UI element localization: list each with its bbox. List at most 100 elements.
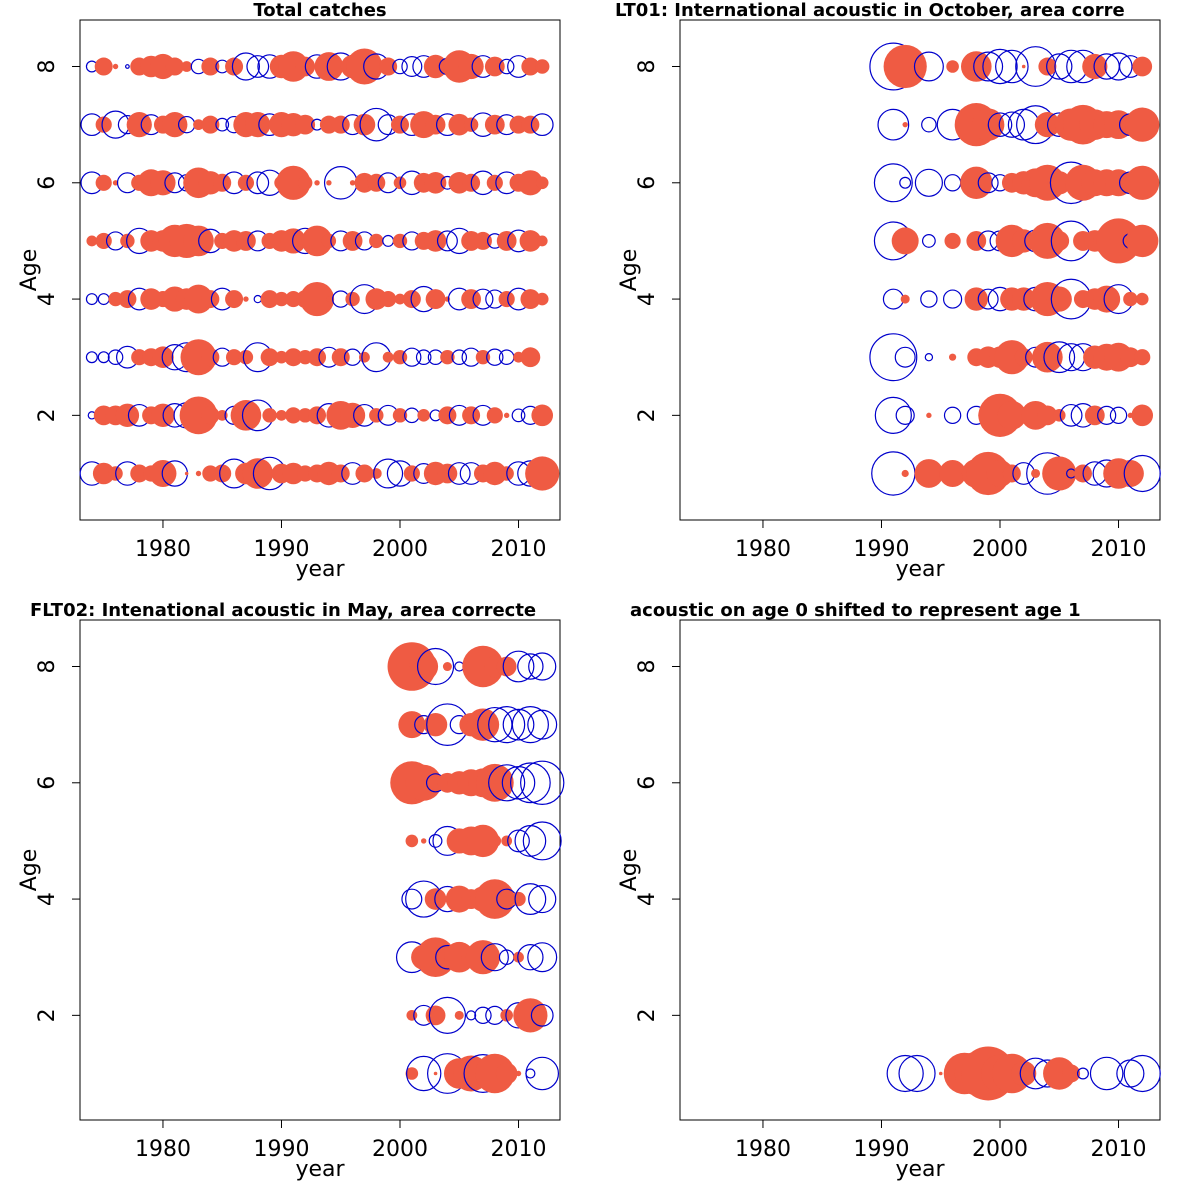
bubble-positive — [966, 231, 987, 251]
bubble-positive — [475, 350, 491, 365]
y-tick-label: 8 — [35, 660, 60, 674]
bubble-positive — [901, 469, 909, 478]
x-tick-label: 2010 — [491, 537, 547, 562]
bubble-negative — [874, 396, 912, 434]
bubble-positive — [1123, 291, 1138, 307]
bubble-positive — [236, 231, 256, 251]
bubble-positive — [243, 296, 249, 302]
bubble-negative — [502, 708, 535, 741]
y-axis-label: Age — [617, 849, 642, 892]
bubble-negative — [525, 1068, 536, 1079]
y-tick-label: 8 — [35, 60, 60, 74]
bubble-positive — [496, 656, 517, 677]
bubble-positive — [369, 408, 384, 423]
bubble-positive — [285, 407, 302, 424]
bubble-negative — [899, 176, 912, 189]
bubble-positive — [405, 764, 442, 801]
bubble-positive — [484, 114, 505, 135]
bubble-positive — [339, 402, 366, 428]
y-tick-label: 4 — [635, 292, 660, 306]
bubble-negative — [509, 762, 551, 804]
bubble-positive — [1021, 64, 1026, 69]
bubble-positive — [521, 57, 540, 76]
bubble-negative — [1089, 1056, 1124, 1091]
bubble-positive — [86, 235, 98, 247]
bubble-negative — [522, 821, 562, 861]
bubble-negative — [428, 834, 443, 848]
bubble-negative — [982, 48, 1018, 85]
bubble-negative — [392, 58, 408, 75]
bubble-negative — [246, 171, 270, 195]
bubble-positive — [1093, 285, 1121, 313]
x-tick-label: 2000 — [372, 1137, 428, 1162]
bubble-positive — [308, 348, 327, 367]
bubble-positive — [140, 288, 162, 310]
bubble-positive — [321, 233, 337, 249]
bubble-positive — [126, 112, 152, 138]
bubble-positive — [180, 339, 217, 376]
bubble-positive — [403, 465, 420, 482]
bubble-negative — [382, 234, 395, 247]
bubble-positive — [355, 464, 374, 483]
bubble-positive — [1011, 1060, 1037, 1087]
bubble-positive — [466, 824, 500, 858]
bubble-positive — [184, 471, 189, 476]
x-tick-label: 1990 — [253, 537, 309, 562]
bubble-positive — [948, 353, 957, 361]
bubble-negative — [943, 406, 962, 425]
bubble-negative — [913, 51, 944, 82]
bubble-positive — [437, 463, 458, 484]
bubble-negative — [511, 408, 526, 423]
bubble-positive — [92, 462, 115, 485]
bubble-positive — [297, 408, 313, 423]
panel-flt02-may: FLT02: Intenational acoustic in May, are… — [17, 600, 565, 1182]
bubble-positive — [406, 1009, 418, 1021]
bubble-negative — [451, 349, 468, 366]
bubble-positive — [475, 763, 514, 802]
x-axis-label: year — [295, 557, 345, 582]
bubble-positive — [237, 174, 255, 191]
bubble-positive — [409, 652, 439, 681]
bubbles — [387, 642, 565, 1094]
bubble-negative — [877, 108, 910, 141]
bubble-negative — [466, 1010, 477, 1021]
bubble-positive — [326, 296, 332, 302]
bubble-positive — [994, 340, 1029, 375]
bubble-positive — [245, 112, 271, 138]
bubble-positive — [213, 464, 232, 483]
bubble-positive — [440, 350, 455, 365]
x-axis-label: year — [295, 1157, 345, 1182]
bubble-positive — [466, 708, 500, 741]
bubble-positive — [486, 174, 503, 191]
bubble-positive — [424, 171, 447, 194]
bubble-negative — [406, 1055, 442, 1092]
bubble-positive — [162, 112, 188, 138]
bubble-positive — [365, 288, 388, 310]
bubble-positive — [503, 412, 510, 419]
bubble-negative — [525, 1056, 560, 1091]
y-tick-label: 6 — [635, 176, 660, 190]
bubble-positive — [201, 115, 220, 134]
bubble-positive — [1116, 459, 1144, 487]
panel-title: Total catches — [253, 0, 386, 21]
bubble-positive — [498, 290, 515, 308]
bubble-positive — [484, 56, 505, 77]
bubble-negative — [373, 458, 404, 489]
bubble-negative — [246, 55, 270, 78]
y-tick-label: 6 — [35, 776, 60, 790]
bubble-positive — [425, 114, 446, 135]
bubble-negative — [517, 653, 544, 680]
bubble-negative — [942, 289, 963, 309]
plot-frame — [679, 19, 1161, 521]
bubble-positive — [926, 412, 932, 419]
bubble-positive — [960, 51, 992, 82]
bubble-positive — [513, 998, 548, 1033]
bubble-positive — [1131, 404, 1154, 427]
bubble-positive — [1126, 224, 1159, 258]
bubble-positive — [108, 291, 123, 307]
bubble-positive — [997, 400, 1027, 430]
y-tick-label: 4 — [35, 892, 60, 906]
x-tick-label: 1990 — [253, 1137, 309, 1162]
bubble-negative — [973, 51, 1004, 82]
